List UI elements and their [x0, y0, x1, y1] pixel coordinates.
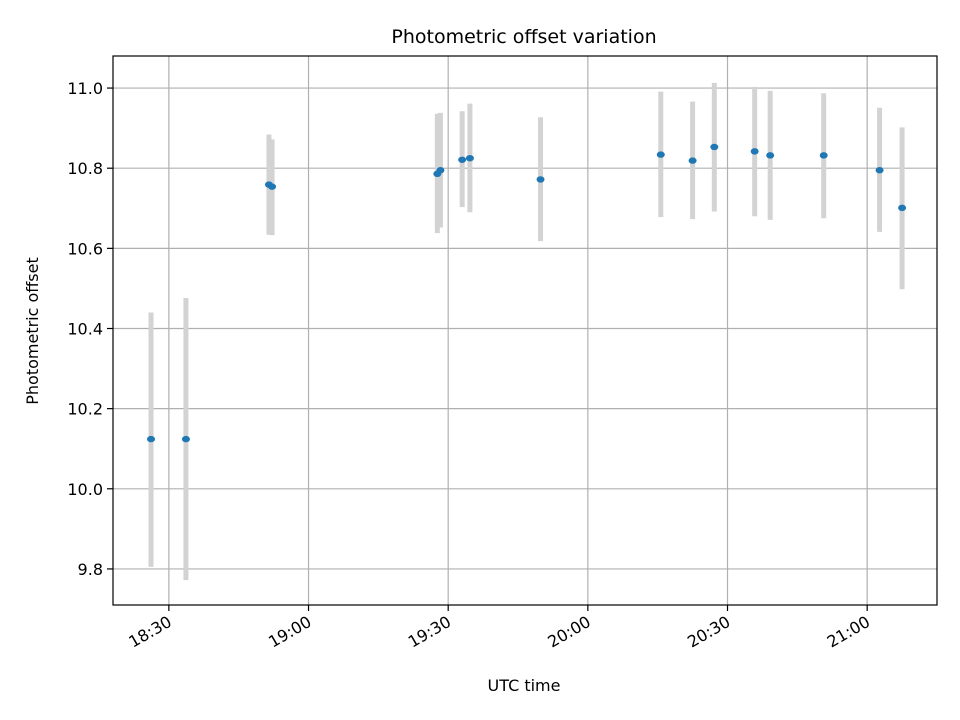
y-tick-label: 10.8: [67, 159, 103, 178]
y-tick-label: 10.4: [67, 319, 103, 338]
data-point: [750, 148, 759, 155]
y-axis-ticks: 9.8 10.0 10.2 10.4 10.6 10.8 11.0: [67, 79, 113, 579]
data-point: [656, 151, 665, 158]
data-point: [436, 167, 445, 174]
data-point: [710, 143, 719, 151]
data-point: [465, 154, 474, 162]
data-point: [181, 435, 190, 443]
data-point: [875, 167, 884, 174]
y-tick-label: 10.6: [67, 239, 103, 258]
y-tick-label: 10.0: [67, 480, 103, 499]
data-point: [819, 152, 828, 159]
data-point: [536, 176, 545, 183]
y-axis-label: Photometric offset: [23, 257, 42, 405]
data-point: [147, 435, 156, 443]
data-point: [458, 156, 467, 163]
plot-area-frame: [112, 55, 938, 606]
chart-title: Photometric offset variation: [391, 26, 656, 48]
grid-lines: [113, 56, 937, 605]
data-points: [147, 143, 907, 443]
y-tick-label: 11.0: [67, 79, 103, 98]
data-point: [898, 204, 907, 212]
y-tick-label: 9.8: [78, 560, 103, 579]
data-point: [268, 183, 277, 190]
x-axis-label: UTC time: [488, 676, 561, 695]
data-point: [766, 152, 775, 159]
data-point: [688, 157, 697, 164]
y-tick-label: 10.2: [67, 400, 103, 419]
